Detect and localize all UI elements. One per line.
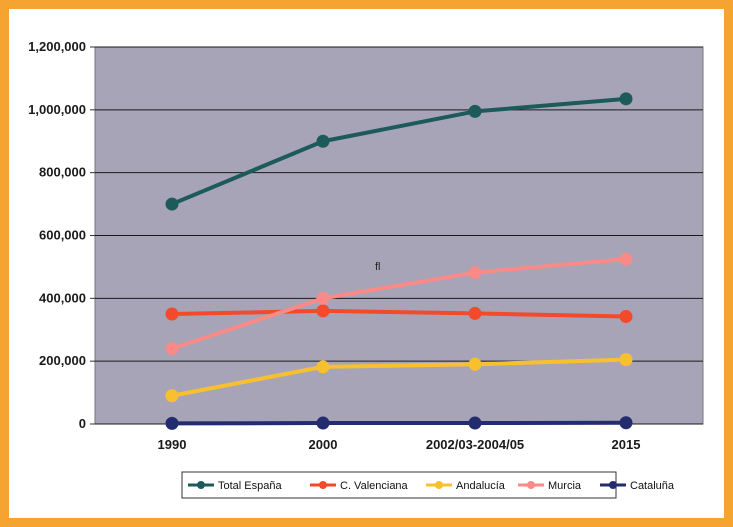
legend-swatch-marker <box>527 481 535 489</box>
chart-legend: Total España C. Valenciana Andalucía Murcia… <box>181 471 675 499</box>
data-point <box>165 307 179 321</box>
data-point <box>468 306 482 320</box>
legend-item: Cataluña <box>600 480 675 492</box>
chart-annotation: fl <box>375 261 381 273</box>
legend-item: Murcia <box>518 480 582 492</box>
series-andaluc-a <box>165 353 633 403</box>
series-line <box>171 308 627 319</box>
series-line <box>171 257 627 351</box>
x-tick-label: 2000 <box>309 437 338 452</box>
data-point <box>316 291 330 305</box>
data-point <box>316 304 330 318</box>
y-tick-label: 0 <box>79 416 86 431</box>
data-point <box>316 134 330 148</box>
x-tick-label: 2002/03-2004/05 <box>426 437 524 452</box>
legend-swatch-marker <box>319 481 327 489</box>
data-point <box>619 416 633 430</box>
legend-label: Murcia <box>548 480 582 492</box>
series-line <box>171 96 627 206</box>
data-point <box>619 353 633 367</box>
data-point <box>316 416 330 430</box>
y-tick-label: 1,200,000 <box>28 39 86 54</box>
data-point <box>468 416 482 430</box>
series-catalu-a <box>165 416 633 430</box>
legend-item: Total España <box>188 480 282 492</box>
data-point <box>165 342 179 356</box>
data-point <box>619 310 633 324</box>
series-line <box>171 357 627 398</box>
y-axis: 0 200,000 400,000 600,000 800,000 1,000,000 1,… <box>28 39 95 431</box>
y-tick-label: 1,000,000 <box>28 102 86 117</box>
data-point <box>165 197 179 211</box>
y-tick-label: 400,000 <box>39 290 86 305</box>
y-tick-label: 800,000 <box>39 165 86 180</box>
data-point <box>165 416 179 430</box>
data-point <box>468 104 482 118</box>
legend-label: Andalucía <box>456 480 506 492</box>
data-point <box>468 266 482 280</box>
gridlines <box>95 46 703 425</box>
x-tick-label: 2015 <box>612 437 641 452</box>
legend-item: Andalucía <box>426 480 506 492</box>
legend-label: Total España <box>218 480 282 492</box>
data-point <box>619 92 633 106</box>
series-line <box>171 420 627 426</box>
legend-label: C. Valenciana <box>340 480 409 492</box>
legend-swatch-marker <box>197 481 205 489</box>
x-tick-label: 1990 <box>158 437 187 452</box>
series-murcia <box>165 252 633 356</box>
legend-item: C. Valenciana <box>310 480 409 492</box>
series-total-espa-a <box>165 92 633 211</box>
x-axis: 1990 2000 2002/03-2004/05 2015 <box>158 424 641 452</box>
legend-swatch-marker <box>609 481 617 489</box>
y-tick-label: 600,000 <box>39 228 86 243</box>
y-tick-label: 200,000 <box>39 353 86 368</box>
data-point <box>165 389 179 403</box>
legend-swatch-marker <box>435 481 443 489</box>
series-c-valenciana <box>165 304 633 324</box>
data-point <box>468 357 482 371</box>
data-point <box>619 252 633 266</box>
series-lines <box>165 92 633 430</box>
legend-box <box>181 471 617 499</box>
data-point <box>316 360 330 374</box>
legend-label: Cataluña <box>630 480 675 492</box>
